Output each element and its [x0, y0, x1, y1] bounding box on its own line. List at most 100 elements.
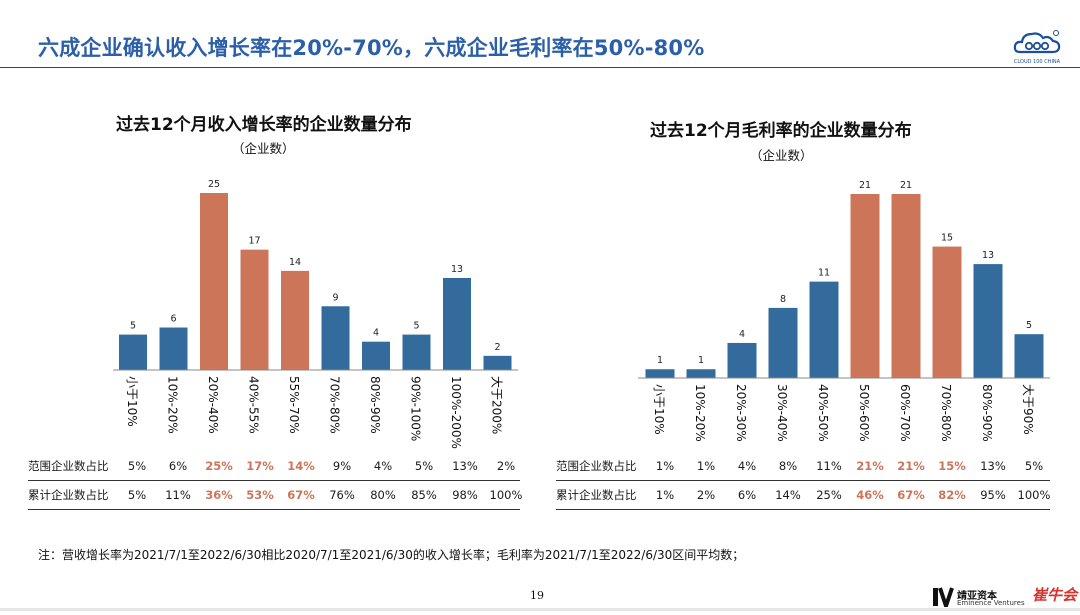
cloud100-logo: CLOUD 100 CHINA	[1012, 28, 1062, 65]
table1-cell: 53%	[246, 488, 274, 502]
table2-row-label: 范围企业数占比	[556, 459, 637, 473]
table1-cell: 80%	[370, 488, 396, 502]
chart1-bar	[281, 270, 309, 370]
chart1-category-label: 100%-200%	[449, 376, 463, 449]
table2-cell: 95%	[980, 488, 1006, 502]
table2-cell: 21%	[856, 459, 884, 473]
chart2-bar	[1014, 334, 1044, 378]
table1-cell: 67%	[287, 488, 315, 502]
chart2-category-label: 60%-70%	[898, 384, 912, 442]
brand1-name: 靖亚资本	[957, 591, 997, 602]
table1-row-range: 范围企业数占比 5% 6% 25% 17% 14% 9% 4% 5% 13% 2%	[28, 454, 520, 478]
table2-cell: 1%	[696, 459, 716, 473]
chart2-category-label: 20%-30%	[734, 384, 748, 442]
logo-text: CLOUD 100 CHINA	[1013, 59, 1061, 65]
table1-cell: 36%	[205, 488, 233, 502]
chart2-category-label: 70%-80%	[939, 384, 953, 442]
table1-cell: 100%	[489, 488, 523, 502]
chart2-bar	[727, 342, 757, 378]
title-divider	[0, 67, 1080, 68]
table2-cell: 11%	[816, 459, 842, 473]
chart2-bar	[973, 264, 1003, 378]
table2-cell: 8%	[778, 459, 798, 473]
chart2-data-label: 5	[1026, 320, 1032, 331]
table2-cell: 21%	[897, 459, 925, 473]
page-number: 19	[530, 589, 544, 602]
chart1-bar	[240, 249, 269, 370]
chart1-data-label: 2	[494, 342, 500, 353]
chart2-gross-margin: 1 小于10% 1 10%-20% 4 20%-30% 8 30%-40% 11 40%-50% 2…	[638, 180, 1050, 442]
table1-row-label: 范围企业数占比	[28, 459, 109, 473]
chart2-category-label: 小于10%	[652, 384, 666, 435]
table1-cell: 9%	[332, 459, 352, 473]
table1-cell: 5%	[127, 488, 147, 502]
table2-row-cumulative: 累计企业数占比 1% 2% 6% 14% 25% 46% 67% 82% 95% 100%	[556, 483, 1050, 507]
table1-percentages: 范围企业数占比 5% 6% 25% 17% 14% 9% 4% 5% 13% 2% 累计企业数占比…	[28, 454, 522, 514]
chart1-data-label: 14	[289, 257, 301, 268]
chart2-category-label: 80%-90%	[980, 384, 994, 442]
table1-cell: 85%	[411, 488, 437, 502]
footer-divider	[0, 608, 1080, 611]
table1-cell: 5%	[127, 459, 147, 473]
ev-logo-icon	[933, 587, 954, 613]
table2-cell: 1%	[655, 488, 675, 502]
chart1-category-label: 大于200%	[490, 376, 504, 434]
chart1-data-label: 4	[373, 328, 379, 339]
chart2-data-label: 4	[739, 329, 745, 340]
chart2-data-label: 1	[657, 355, 663, 366]
chart1-data-label: 5	[130, 321, 136, 332]
table2-cell: 2%	[696, 488, 716, 502]
chart1-category-label: 70%-80%	[328, 376, 342, 434]
table1-cell: 98%	[452, 488, 478, 502]
chart2-bar	[891, 194, 921, 378]
chart1-revenue-growth: 5小于10%610%-20%2520%-40%1740%-55%1455%-70…	[113, 179, 518, 449]
chart2-category-label: 大于90%	[1021, 384, 1035, 435]
chart2-bar	[645, 369, 675, 378]
chart1-category-label: 20%-40%	[206, 376, 220, 434]
chart2-data-label: 11	[818, 268, 830, 279]
table1-cell: 76%	[329, 488, 355, 502]
chart2-data-label: 13	[982, 250, 994, 261]
table2-cell: 25%	[816, 488, 842, 502]
table1-cell: 13%	[452, 459, 478, 473]
table1-divider	[28, 480, 520, 481]
chart2-data-label: 21	[859, 180, 871, 191]
chart2-data-label: 15	[941, 233, 953, 244]
table1-cell: 6%	[168, 459, 188, 473]
chart2-category-label: 30%-40%	[775, 384, 789, 442]
table1-cell: 14%	[287, 459, 315, 473]
table2-cell: 82%	[938, 488, 966, 502]
table1-cell: 2%	[496, 459, 516, 473]
chart2-data-label: 8	[780, 294, 786, 305]
table2-cell: 100%	[1017, 488, 1051, 502]
chart1-bar	[362, 341, 390, 370]
table2-cell: 5%	[1024, 459, 1044, 473]
table1-cell: 11%	[165, 488, 191, 502]
chart2-bar	[932, 246, 962, 378]
table1-cell: 25%	[205, 459, 233, 473]
chart2-subtitle: （企业数）	[750, 148, 813, 163]
chart1-subtitle: （企业数）	[232, 141, 295, 156]
brand2-logo: 崔牛会	[1032, 586, 1078, 604]
table1-divider	[28, 509, 520, 510]
table2-cell: 13%	[980, 459, 1006, 473]
chart2-data-label: 21	[900, 180, 912, 191]
table2-divider	[556, 480, 1050, 481]
table2-divider	[556, 509, 1050, 510]
chart2-bar	[768, 307, 798, 378]
table2-cell: 6%	[737, 488, 757, 502]
table1-cell: 4%	[373, 459, 393, 473]
chart2-data-label: 1	[698, 355, 704, 366]
table1-cell: 5%	[414, 459, 434, 473]
chart1-data-label: 5	[413, 321, 419, 332]
chart1-category-label: 90%-100%	[409, 376, 423, 441]
chart1-data-label: 9	[332, 292, 338, 303]
chart1-category-label: 10%-20%	[166, 376, 180, 434]
chart2-category-label: 40%-50%	[816, 384, 830, 442]
chart1-bar	[402, 334, 431, 370]
table2-cell: 14%	[775, 488, 801, 502]
chart2-bar	[686, 369, 716, 378]
table2-cell: 46%	[856, 488, 884, 502]
page-title: 六成企业确认收入增长率在20%-70%，六成企业毛利率在50%-80%	[38, 36, 705, 60]
chart2-title: 过去12个月毛利率的企业数量分布	[650, 121, 912, 141]
